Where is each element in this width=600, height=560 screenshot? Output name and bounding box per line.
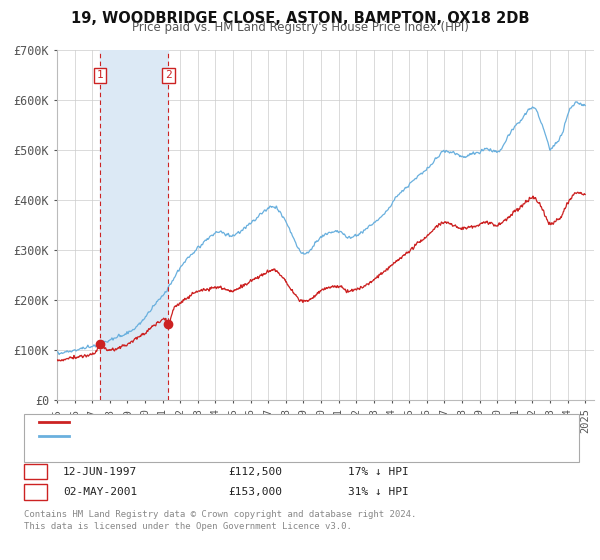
Text: 17% ↓ HPI: 17% ↓ HPI — [348, 466, 409, 477]
Text: 02-MAY-2001: 02-MAY-2001 — [63, 487, 137, 497]
Text: 31% ↓ HPI: 31% ↓ HPI — [348, 487, 409, 497]
Text: This data is licensed under the Open Government Licence v3.0.: This data is licensed under the Open Gov… — [24, 522, 352, 531]
Text: 2: 2 — [165, 71, 172, 81]
Text: £112,500: £112,500 — [228, 466, 282, 477]
Text: 1: 1 — [32, 466, 39, 477]
Text: 1: 1 — [97, 71, 104, 81]
Text: 12-JUN-1997: 12-JUN-1997 — [63, 466, 137, 477]
Text: £153,000: £153,000 — [228, 487, 282, 497]
Text: Price paid vs. HM Land Registry's House Price Index (HPI): Price paid vs. HM Land Registry's House … — [131, 21, 469, 34]
Text: 19, WOODBRIDGE CLOSE, ASTON, BAMPTON, OX18 2DB: 19, WOODBRIDGE CLOSE, ASTON, BAMPTON, OX… — [71, 11, 529, 26]
Bar — [100, 50, 169, 400]
Text: 2: 2 — [32, 487, 39, 497]
Text: Contains HM Land Registry data © Crown copyright and database right 2024.: Contains HM Land Registry data © Crown c… — [24, 510, 416, 519]
Text: HPI: Average price, detached house, West Oxfordshire: HPI: Average price, detached house, West… — [73, 431, 398, 441]
Text: 19, WOODBRIDGE CLOSE, ASTON, BAMPTON, OX18 2DB (detached house): 19, WOODBRIDGE CLOSE, ASTON, BAMPTON, OX… — [73, 417, 467, 427]
